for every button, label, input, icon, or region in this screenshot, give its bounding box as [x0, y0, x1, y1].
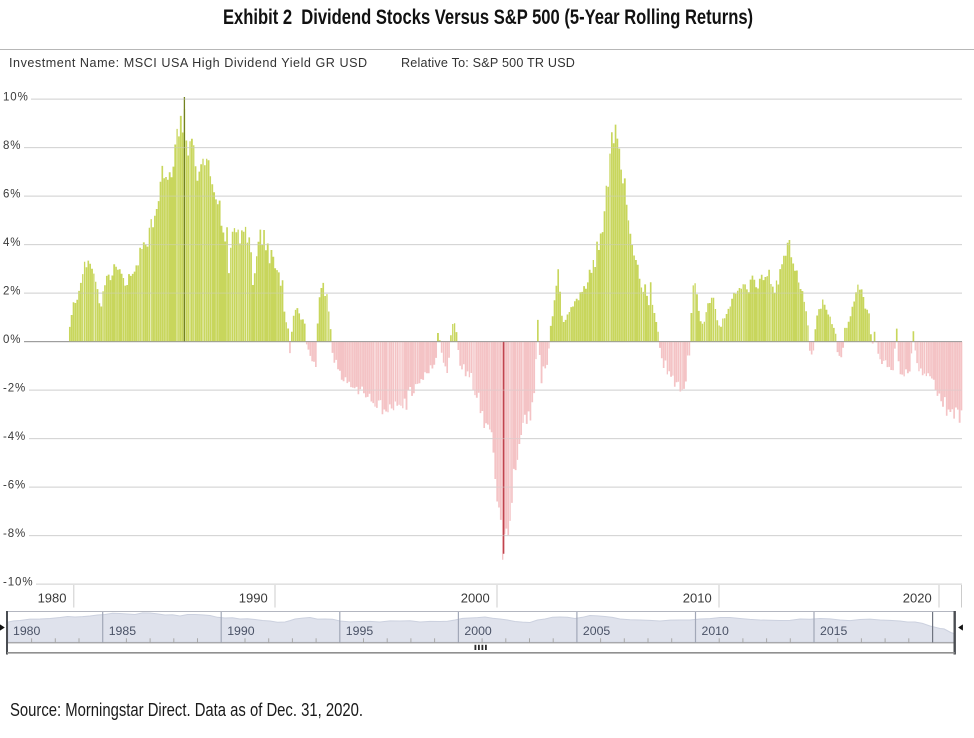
svg-text:2000: 2000: [461, 591, 490, 606]
svg-text:10%: 10%: [3, 91, 29, 103]
svg-text:-4%: -4%: [3, 431, 26, 443]
svg-text:4%: 4%: [3, 237, 21, 249]
svg-text:6%: 6%: [3, 188, 21, 200]
svg-text:2015: 2015: [820, 624, 848, 638]
svg-text:-8%: -8%: [3, 528, 26, 540]
svg-text:-2%: -2%: [3, 382, 26, 394]
svg-text:-6%: -6%: [3, 479, 26, 491]
svg-text:-10%: -10%: [3, 576, 33, 588]
svg-text:1980: 1980: [38, 591, 67, 606]
svg-text:2005: 2005: [583, 624, 611, 638]
svg-text:1980: 1980: [13, 624, 41, 638]
svg-text:1990: 1990: [227, 624, 255, 638]
svg-text:1990: 1990: [239, 591, 268, 606]
svg-text:2%: 2%: [3, 285, 21, 297]
svg-text:2010: 2010: [702, 624, 730, 638]
svg-text:2020: 2020: [903, 591, 932, 606]
svg-text:1985: 1985: [109, 624, 137, 638]
svg-text:2000: 2000: [464, 624, 492, 638]
svg-text:1995: 1995: [346, 624, 374, 638]
svg-text:0%: 0%: [3, 334, 21, 346]
svg-text:8%: 8%: [3, 140, 21, 152]
svg-text:2010: 2010: [683, 591, 712, 606]
